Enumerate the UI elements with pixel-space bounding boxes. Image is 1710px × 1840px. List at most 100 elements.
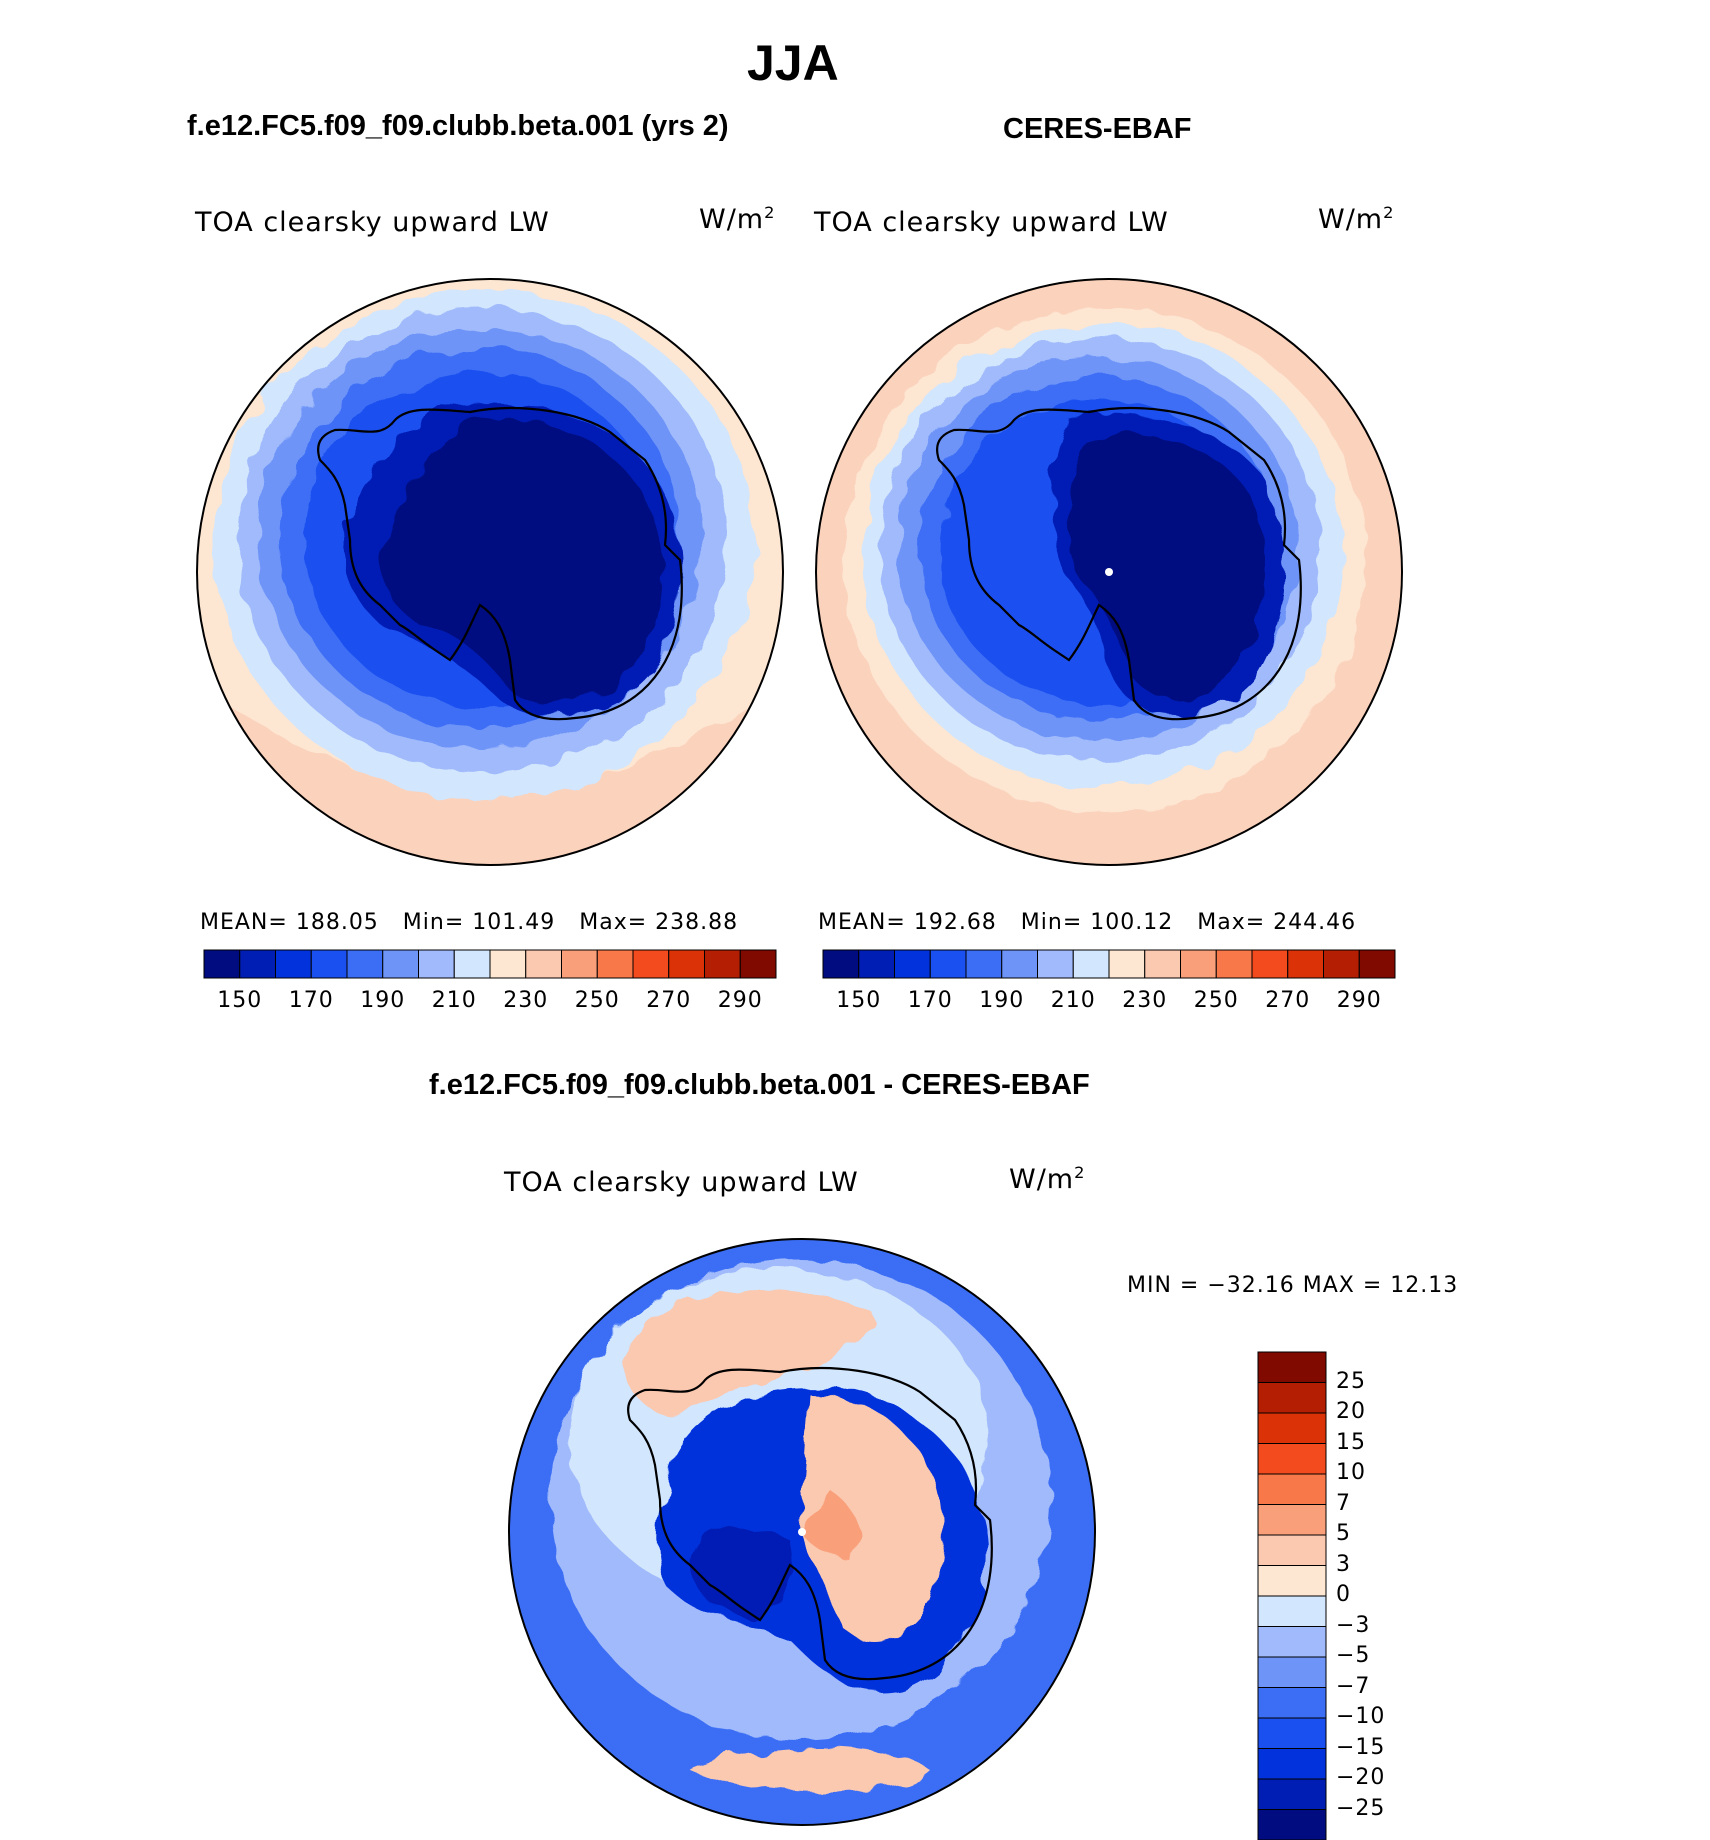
right-colorbar-swatch [1215,949,1253,979]
diff-colorbar-tick-label: 15 [1336,1429,1366,1455]
left-colorbar-tick-label: 270 [646,988,692,1013]
right-coastline [936,407,1302,721]
diff-colorbar-tick-label: 7 [1336,1490,1351,1516]
diff-colorbar-tick-label: 0 [1336,1582,1351,1607]
left-colorbar-tick-label: 210 [431,988,477,1013]
left-colorbar-tick-label: 190 [360,988,406,1013]
left-colorbar-swatch [596,949,634,979]
diff-colorbar-swatch [1257,1534,1327,1566]
right-map-border [815,278,1403,866]
right-max-label: Max= [1197,910,1266,935]
right-mean-label: MEAN= [818,910,906,935]
left-colorbar-tick-label: 170 [288,988,334,1013]
left-colorbar [203,949,777,979]
diff-colorbar-tick-label: 20 [1336,1399,1366,1424]
diff-variable-label: TOA clearsky upward LW [504,1167,859,1198]
left-colorbar-swatch [203,949,241,979]
right-pole-dot [1105,568,1113,576]
season-title: JJA [747,35,839,91]
diff-colorbar-tick-label: 10 [1336,1460,1366,1485]
diff-polar-map [509,1239,1095,1825]
diff-red-core [800,1490,861,1560]
right-colorbar-swatch [894,949,931,979]
left-colorbar-tick-label: 290 [717,988,763,1013]
right-colorbar-swatch [1108,949,1146,979]
right-colorbar-tick-label: 250 [1193,988,1239,1013]
diff-colorbar-tick-label: 5 [1336,1521,1351,1546]
left-coastline [317,407,683,721]
diff-colorbar-tick-label: 3 [1336,1551,1351,1577]
right-colorbar-swatch [1072,949,1110,979]
diff-warm-patch-north [620,1289,871,1413]
left-colorbar-swatch [453,949,491,979]
diff-colorbar-swatch [1257,1595,1327,1627]
diff-colorbar-swatch [1257,1351,1327,1383]
diff-colorbar-tick-label: −7 [1336,1673,1371,1699]
left-units-label: W/m2 [699,203,775,235]
left-mean-label: MEAN= [200,910,288,935]
left-colorbar-swatch [310,949,348,979]
right-colorbar-swatch [965,949,1003,979]
diff-colorbar-swatch [1257,1687,1327,1719]
left-colorbar-swatch [739,949,777,979]
diff-colorbar-tick-label: −3 [1336,1612,1371,1638]
left-colorbar-swatch [704,949,741,979]
diff-colorbar-swatch [1257,1412,1327,1444]
left-min-value: 101.49 [472,910,556,935]
left-units-exp: 2 [764,203,776,222]
right-colorbar-swatch [1144,949,1181,979]
diff-colorbar-swatch [1257,1565,1327,1597]
diff-colorbar-swatch [1257,1656,1327,1688]
diff-colorbar-swatch [1257,1809,1327,1840]
right-colorbar-tick-label: 290 [1336,988,1382,1013]
right-colorbar-tick-label: 230 [1122,988,1168,1013]
diff-pole-dot [798,1528,806,1536]
right-stats: MEAN= 192.68 Min= 100.12 Max= 244.46 [818,910,1356,935]
diff-units-base: W/m [1009,1164,1075,1195]
right-min-label: Min= [1020,910,1083,935]
right-colorbar-swatch [1323,949,1360,979]
left-colorbar-swatch [382,949,419,979]
diff-colorbar [1257,1351,1327,1840]
right-case-title: CERES-EBAF [1003,113,1192,145]
left-variable-label: TOA clearsky upward LW [195,207,550,238]
diff-colorbar-tick-label: 25 [1336,1368,1366,1394]
right-colorbar-tick-label: 210 [1050,988,1096,1013]
right-colorbar-swatch [1251,949,1289,979]
right-colorbar-tick-label: 190 [979,988,1025,1013]
left-min-label: Min= [402,910,465,935]
diff-minmax: MIN = −32.16 MAX = 12.13 [1127,1273,1459,1298]
right-colorbar-tick-label: 150 [836,988,882,1013]
diff-colorbar-tick-label: −10 [1336,1704,1386,1729]
left-colorbar-swatch [275,949,312,979]
right-colorbar-swatch [858,949,895,979]
left-polar-map [197,279,783,865]
diff-map-border [508,1238,1096,1826]
diff-colorbar-tick-label: −25 [1336,1795,1386,1821]
left-stats: MEAN= 188.05 Min= 101.49 Max= 238.88 [200,910,738,935]
right-variable-label: TOA clearsky upward LW [814,207,1169,238]
right-min-value: 100.12 [1090,910,1174,935]
left-colorbar-swatch [239,949,276,979]
left-colorbar-tick-label: 250 [574,988,620,1013]
right-units-label: W/m2 [1318,203,1394,235]
diff-colorbar-tick-label: −5 [1336,1643,1371,1668]
right-colorbar-swatch [1001,949,1038,979]
right-units-base: W/m [1318,204,1384,235]
left-colorbar-swatch [346,949,384,979]
diff-warm-patch-south [690,1747,930,1793]
left-colorbar-tick-label: 150 [217,988,263,1013]
right-colorbar-tick-label: 170 [907,988,953,1013]
right-colorbar-swatch [822,949,860,979]
right-max-value: 244.46 [1273,910,1357,935]
diff-colorbar-swatch [1257,1717,1327,1749]
diff-colorbar-swatch [1257,1748,1327,1780]
right-colorbar-swatch [1358,949,1396,979]
right-mean-value: 192.68 [913,910,997,935]
left-colorbar-tick-label: 230 [503,988,549,1013]
left-colorbar-swatch [668,949,705,979]
diff-colorbar-tick-label: −15 [1336,1734,1386,1760]
right-colorbar-tick-label: 270 [1265,988,1311,1013]
diff-colorbar-swatch [1257,1504,1327,1536]
left-map-border [196,278,784,866]
